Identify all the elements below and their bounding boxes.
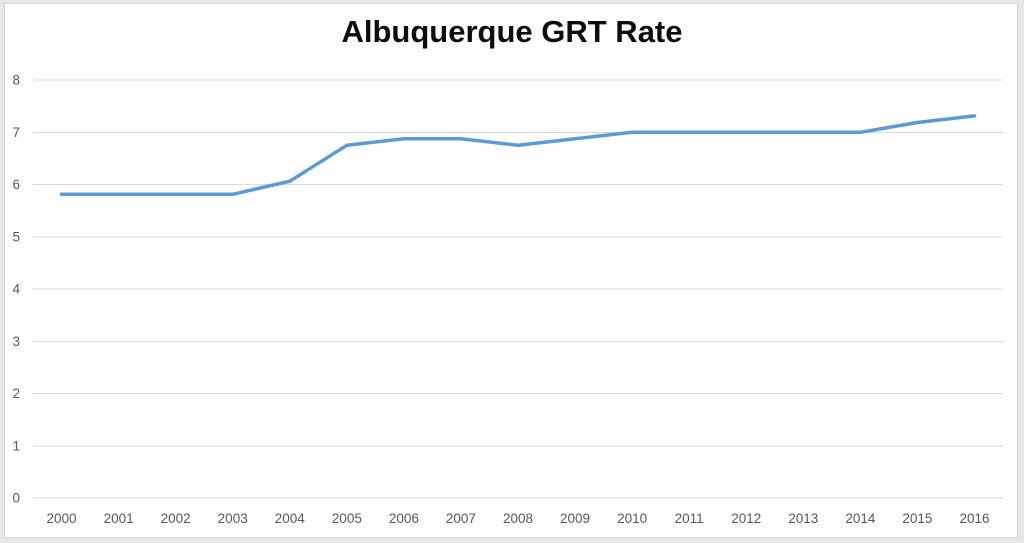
x-axis-tick-label: 2009: [560, 511, 590, 526]
chart-title: Albuquerque GRT Rate: [341, 14, 683, 49]
x-axis-tick-label: 2014: [845, 511, 876, 526]
x-axis-tick-label: 2008: [503, 511, 533, 526]
x-axis-tick-label: 2010: [617, 511, 647, 526]
y-axis-tick-label: 8: [12, 73, 20, 88]
y-axis-tick-label: 2: [12, 386, 20, 401]
y-axis-tick-label: 5: [12, 229, 20, 244]
x-axis-tick-label: 2016: [959, 511, 989, 526]
x-axis-tick-label: 2001: [104, 511, 134, 526]
x-axis-tick-label: 2015: [902, 511, 932, 526]
y-axis-tick-label: 4: [12, 282, 20, 297]
x-axis-tick-label: 2000: [47, 511, 77, 526]
x-axis-tick-label: 2011: [675, 511, 704, 526]
x-axis-tick-label: 2013: [788, 511, 818, 526]
x-axis-tick-label: 2006: [389, 511, 419, 526]
y-axis-tick-label: 0: [12, 491, 20, 506]
grt-rate-series-line: [59, 114, 977, 197]
x-axis-tick-label: 2005: [332, 511, 362, 526]
x-axis-tick-label: 2007: [446, 511, 476, 526]
x-axis-tick-label: 2002: [161, 511, 191, 526]
chart-frame: [4, 3, 1018, 538]
y-axis-tick-label: 6: [12, 177, 20, 192]
y-axis-tick-label: 3: [12, 334, 20, 349]
y-axis-tick-label: 7: [12, 125, 20, 140]
x-axis-tick-label: 2004: [275, 511, 306, 526]
y-axis-tick-label: 1: [12, 438, 20, 453]
x-axis-tick-label: 2003: [218, 511, 248, 526]
x-axis-tick-label: 2012: [731, 511, 761, 526]
